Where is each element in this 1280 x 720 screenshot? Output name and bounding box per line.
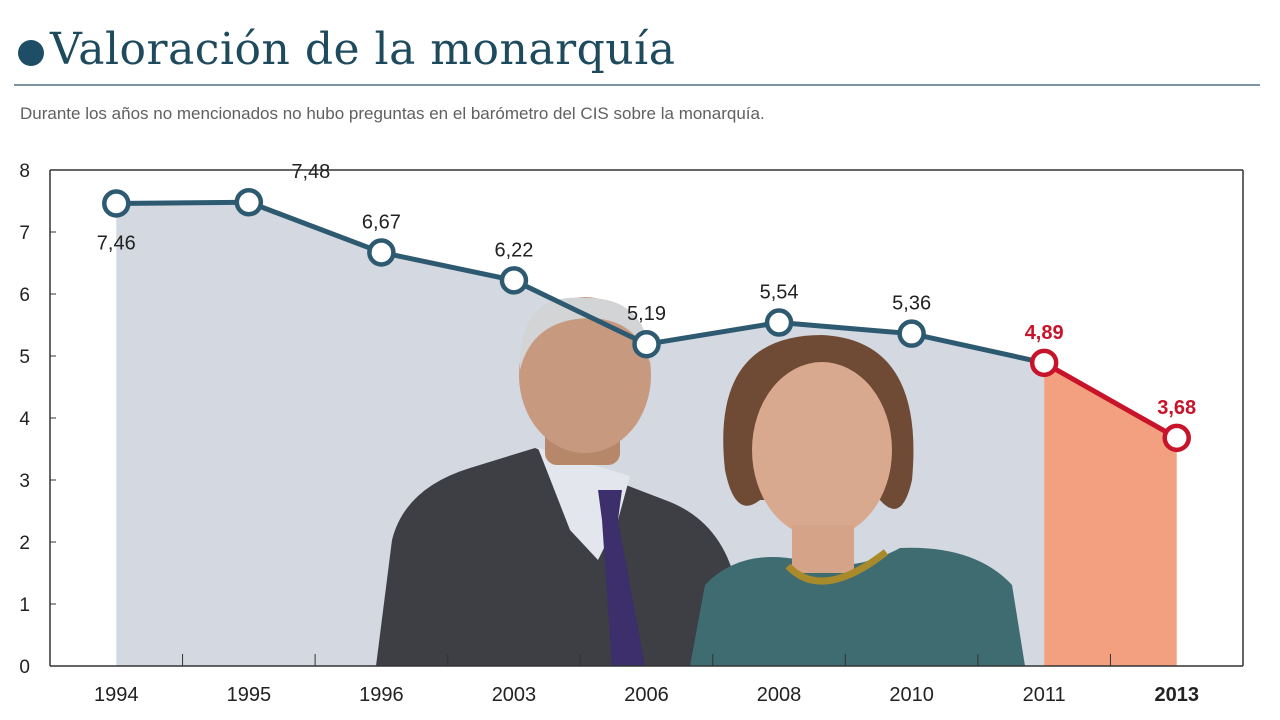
data-label: 5,54 [760,282,799,304]
chart-subtitle: Durante los años no mencionados no hubo … [20,104,765,123]
woman-necklace [785,549,889,585]
y-tick-label: 2 [19,533,30,554]
bullet-dot-icon [18,40,44,66]
man-suit [376,448,742,666]
x-tick-label: 1995 [227,684,272,706]
x-tick-label: 2013 [1154,684,1199,706]
data-point [632,329,661,359]
man-tie [598,490,645,666]
y-tick-label: 5 [19,347,30,368]
data-point [499,266,529,295]
y-tick-label: 1 [19,595,30,616]
data-point [897,319,926,348]
chart-header: Valoración de la monarquía [14,22,1260,86]
chart-title: Valoración de la monarquía [50,24,676,75]
x-tick-label: 2011 [1023,684,1066,706]
highlight-area-fill [1044,362,1177,666]
x-tick-label: 2003 [492,684,537,706]
data-point [1162,423,1191,453]
woman-face [752,362,892,538]
highlight-series-line [1042,360,1178,441]
y-tick-label: 4 [19,409,30,430]
y-tick-label: 3 [19,471,30,492]
data-label: 6,22 [494,239,533,261]
woman-scarf [690,547,1025,666]
y-tick-label: 0 [19,657,30,678]
x-tick-label: 2008 [757,684,802,706]
data-point [764,308,794,337]
y-tick-label: 8 [19,161,30,182]
data-label: 3,68 [1157,397,1196,419]
man-hair [519,297,652,370]
y-tick-label: 7 [19,223,30,244]
man-head [519,297,651,453]
x-tick-label: 1994 [94,684,139,706]
background-photo [376,297,1025,666]
x-tick-label: 2010 [889,684,934,706]
series-line [116,199,1045,366]
data-label: 5,19 [627,303,666,325]
data-point [234,187,264,217]
data-point [1029,348,1059,378]
y-tick-label: 6 [19,285,30,306]
x-tick-label: 2006 [624,684,669,706]
data-point [102,189,131,218]
data-label: 7,46 [97,232,136,254]
data-label: 6,67 [362,211,401,233]
x-tick-label: 1996 [359,684,404,706]
data-label: 5,36 [892,293,931,315]
data-label: 4,89 [1025,322,1064,344]
data-point [367,238,396,267]
data-label: 7,48 [291,161,330,183]
woman-neck [792,525,854,573]
